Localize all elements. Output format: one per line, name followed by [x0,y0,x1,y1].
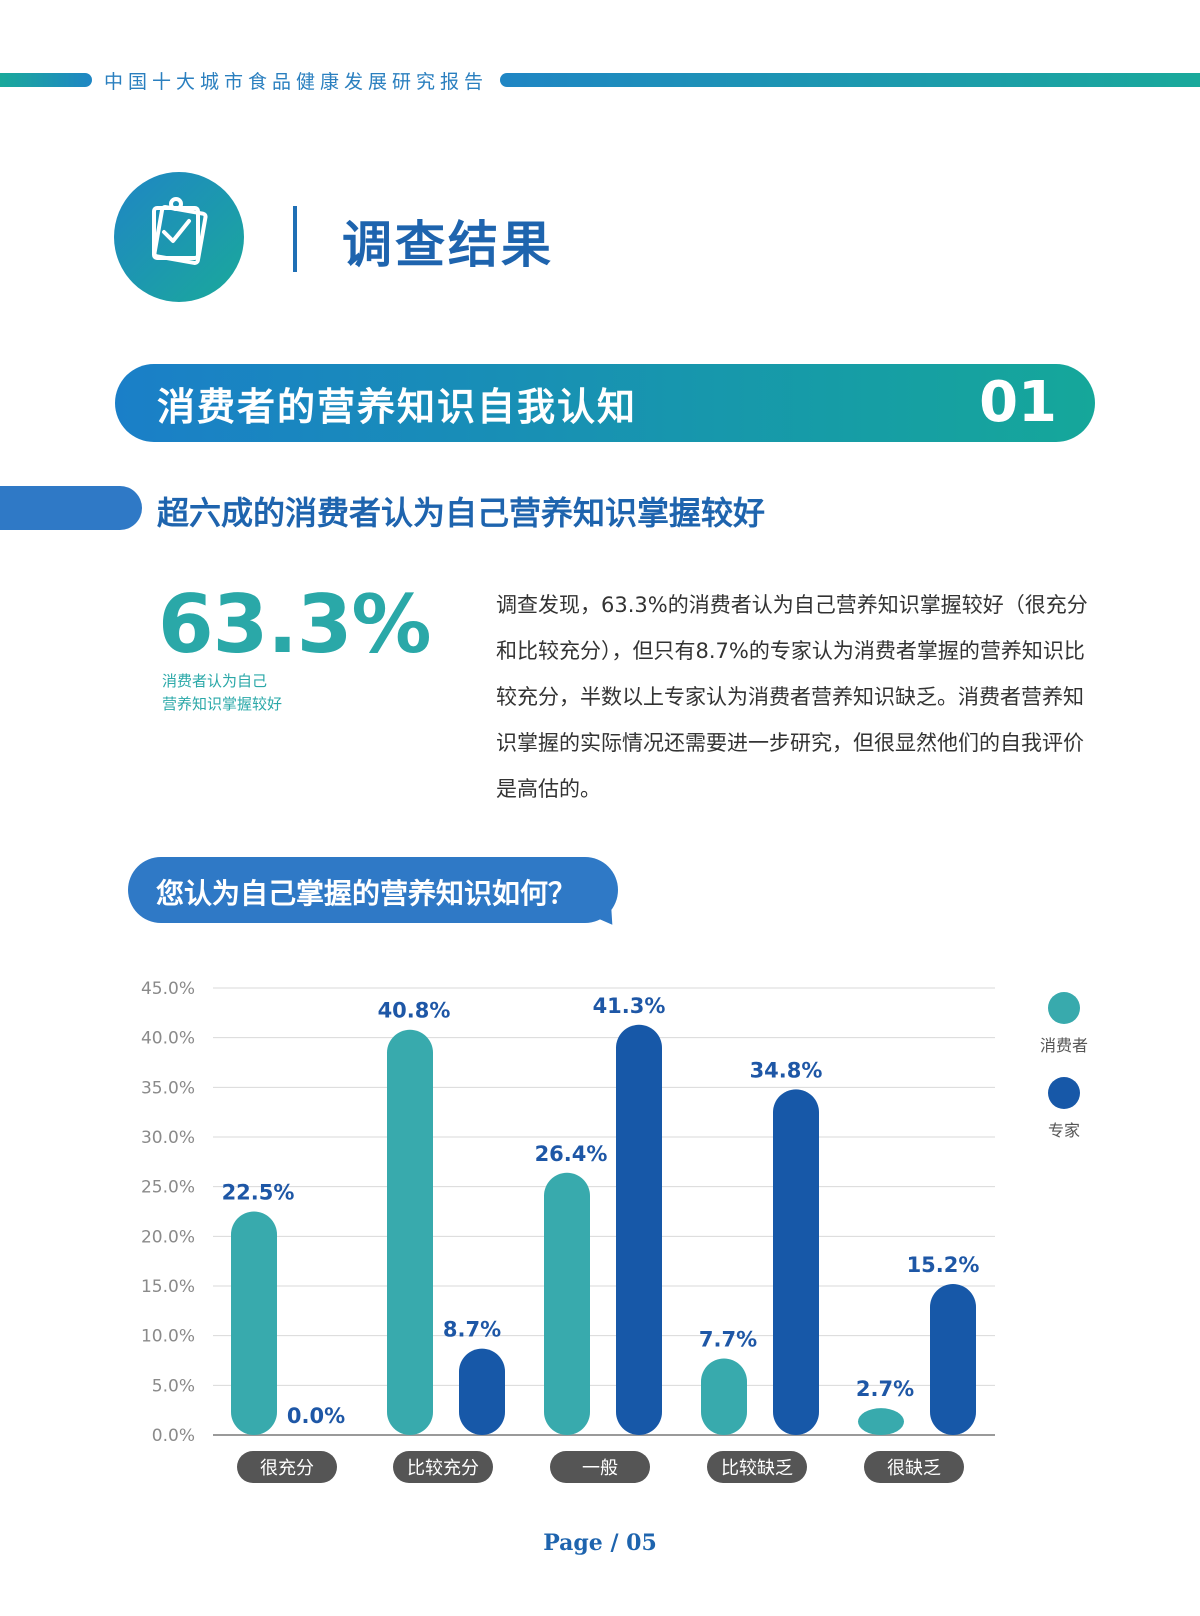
page-number: Page / 05 [543,1530,657,1556]
key-stat-value: 63.3% [158,578,432,671]
consumer-value-label: 22.5% [222,1181,295,1205]
consumer-bar [544,1172,590,1435]
expert-value-label: 8.7% [443,1318,501,1342]
y-tick-label: 20.0% [141,1227,195,1247]
consumer-bar [387,1029,433,1435]
y-tick-label: 30.0% [141,1128,195,1148]
subheading-accent-bar [0,486,142,530]
category-label: 很缺乏 [887,1458,941,1479]
y-tick-label: 5.0% [152,1376,195,1396]
expert-bar [616,1024,662,1435]
y-tick-label: 10.0% [141,1327,195,1347]
clipboard-check-icon [152,197,208,265]
y-tick-label: 25.0% [141,1178,195,1198]
category-labels: 很充分 比较充分 一般 比较缺乏 很缺乏 [237,1451,964,1483]
consumer-bar [858,1408,904,1435]
expert-bar [459,1348,505,1435]
value-labels: 22.5% 0.0% 40.8% 8.7% 26.4% 41.3% 7.7% 34.8% 2.7… [222,994,980,1428]
category-label: 比较充分 [407,1458,479,1479]
category-pill [393,1451,493,1483]
section-title: 调查结果 [342,216,554,274]
key-stat-caption-line2: 营养知识掌握较好 [162,695,283,713]
key-stat-caption: 消费者认为自己 营养知识掌握较好 [162,670,382,716]
report-title: 中国十大城市食品健康发展研究报告 [104,71,489,93]
findings-paragraph: 调查发现，63.3%的消费者认为自己营养知识掌握较好（很充分和比较充分），但只有… [496,593,1088,801]
category-pill [237,1451,337,1483]
header-accent-bar-left [0,73,92,87]
expert-bar [773,1089,819,1435]
consumer-value-label: 26.4% [535,1142,608,1166]
expert-bar [930,1284,976,1435]
consumer-value-label: 40.8% [378,999,451,1023]
question-bubble: 您认为自己掌握的营养知识如何？ [128,857,618,923]
y-tick-label: 35.0% [141,1078,195,1098]
category-pill [864,1451,964,1483]
expert-value-label: 41.3% [593,994,666,1018]
key-stat-caption-line1: 消费者认为自己 [162,672,268,690]
subheading: 超六成的消费者认为自己营养知识掌握较好 [157,494,766,532]
title-divider [293,206,297,272]
grid-lines [213,987,995,1436]
bar-chart: 0.0% 5.0% 10.0% 15.0% 20.0% 25.0% 30.0% 35.0% 40… [141,979,1088,1483]
category-pill [550,1451,650,1483]
topic-banner: 消费者的营养知识自我认知 01 [115,364,1095,442]
consumer-bar [231,1211,277,1435]
legend-swatch [1048,992,1080,1024]
category-label: 比较缺乏 [721,1458,793,1479]
consumer-value-label: 2.7% [856,1377,914,1401]
y-tick-label: 0.0% [152,1426,195,1446]
banner-title: 消费者的营养知识自我认知 [157,385,638,429]
consumer-bar [701,1358,747,1435]
y-tick-label: 45.0% [141,979,195,999]
consumer-value-label: 7.7% [699,1328,757,1352]
y-tick-label: 15.0% [141,1277,195,1297]
y-axis-ticks: 0.0% 5.0% 10.0% 15.0% 20.0% 25.0% 30.0% 35.0% 40… [141,979,195,1446]
category-pill [707,1451,807,1483]
expert-value-label: 15.2% [907,1253,980,1277]
expert-value-label: 0.0% [287,1404,345,1428]
banner-number: 01 [979,370,1057,435]
category-label: 一般 [582,1458,618,1479]
legend-label: 消费者 [1040,1036,1088,1055]
expert-value-label: 34.8% [750,1058,823,1082]
section-badge [114,172,244,302]
legend-label: 专家 [1048,1121,1080,1140]
bars [231,1024,976,1435]
y-tick-label: 40.0% [141,1029,195,1049]
category-label: 很充分 [260,1458,314,1479]
question-text: 您认为自己掌握的营养知识如何？ [156,877,577,910]
legend-swatch [1048,1077,1080,1109]
header-accent-bar-right [500,73,1200,87]
